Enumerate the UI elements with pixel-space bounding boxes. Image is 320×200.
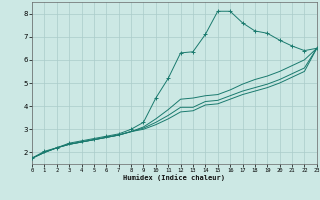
X-axis label: Humidex (Indice chaleur): Humidex (Indice chaleur) <box>124 175 225 181</box>
